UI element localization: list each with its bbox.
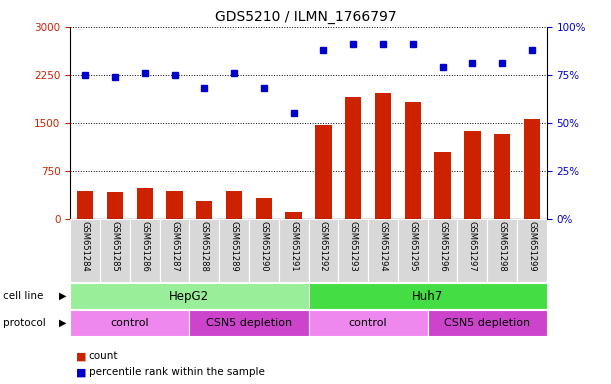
Text: ▶: ▶: [59, 291, 66, 301]
Bar: [226, 191, 243, 219]
Bar: [107, 192, 123, 219]
Bar: [189, 219, 219, 282]
Text: GDS5210 / ILMN_1766797: GDS5210 / ILMN_1766797: [214, 10, 397, 23]
Bar: [285, 212, 302, 219]
Text: GSM651295: GSM651295: [408, 221, 417, 271]
Bar: [524, 119, 540, 219]
Bar: [100, 219, 130, 282]
Bar: [249, 219, 279, 282]
Text: GSM651297: GSM651297: [468, 221, 477, 271]
Text: Huh7: Huh7: [412, 290, 444, 303]
Bar: [398, 219, 428, 282]
Bar: [219, 219, 249, 282]
Bar: [517, 219, 547, 282]
Text: GSM651288: GSM651288: [200, 221, 209, 271]
Bar: [434, 152, 451, 219]
Bar: [70, 219, 100, 282]
Text: GSM651284: GSM651284: [81, 221, 90, 271]
Bar: [196, 201, 213, 219]
Text: GSM651290: GSM651290: [260, 221, 268, 271]
Text: cell line: cell line: [3, 291, 43, 301]
Bar: [309, 283, 547, 309]
Text: GSM651296: GSM651296: [438, 221, 447, 271]
Text: CSN5 depletion: CSN5 depletion: [206, 318, 292, 328]
Text: GSM651287: GSM651287: [170, 221, 179, 271]
Bar: [279, 219, 309, 282]
Bar: [464, 131, 481, 219]
Text: GSM651289: GSM651289: [230, 221, 238, 271]
Text: ■: ■: [76, 367, 87, 377]
Bar: [70, 310, 189, 336]
Bar: [130, 219, 159, 282]
Bar: [77, 191, 93, 219]
Text: GSM651294: GSM651294: [379, 221, 387, 271]
Bar: [345, 97, 362, 219]
Bar: [255, 198, 272, 219]
Text: GSM651298: GSM651298: [498, 221, 507, 271]
Bar: [494, 134, 510, 219]
Bar: [428, 219, 458, 282]
Bar: [159, 219, 189, 282]
Bar: [309, 219, 338, 282]
Text: ▶: ▶: [59, 318, 66, 328]
Text: GSM651291: GSM651291: [289, 221, 298, 271]
Text: control: control: [111, 318, 149, 328]
Text: GSM651286: GSM651286: [141, 221, 149, 271]
Bar: [338, 219, 368, 282]
Text: GSM651293: GSM651293: [349, 221, 357, 271]
Text: percentile rank within the sample: percentile rank within the sample: [89, 367, 265, 377]
Bar: [309, 310, 428, 336]
Text: count: count: [89, 351, 118, 361]
Text: ■: ■: [76, 351, 87, 361]
Bar: [315, 126, 332, 219]
Text: HepG2: HepG2: [169, 290, 210, 303]
Bar: [488, 219, 517, 282]
Text: control: control: [349, 318, 387, 328]
Text: GSM651299: GSM651299: [527, 221, 536, 271]
Bar: [166, 191, 183, 219]
Bar: [428, 310, 547, 336]
Text: GSM651285: GSM651285: [111, 221, 119, 271]
Text: CSN5 depletion: CSN5 depletion: [444, 318, 530, 328]
Text: GSM651292: GSM651292: [319, 221, 328, 271]
Text: protocol: protocol: [3, 318, 46, 328]
Bar: [136, 187, 153, 219]
Bar: [458, 219, 488, 282]
Bar: [70, 283, 309, 309]
Bar: [368, 219, 398, 282]
Bar: [189, 310, 309, 336]
Bar: [375, 93, 391, 219]
Bar: [404, 103, 421, 219]
